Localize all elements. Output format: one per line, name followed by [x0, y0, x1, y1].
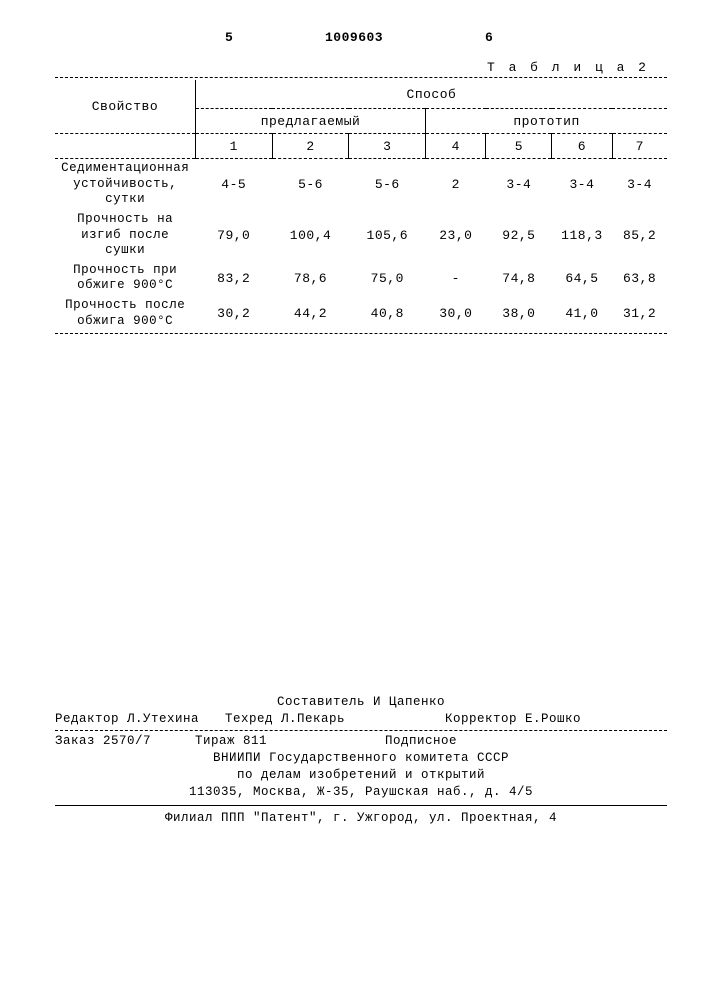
order-no: Заказ 2570/7 [55, 733, 195, 750]
editor: Редактор Л.Утехина [55, 711, 225, 728]
cell: 5-6 [349, 159, 426, 210]
row-label: Прочность на изгиб после сушки [55, 210, 195, 261]
colnum: 2 [272, 134, 349, 159]
table-row: Прочность после обжига 900°С 30,2 44,2 4… [55, 296, 667, 331]
cell: 41,0 [552, 296, 612, 331]
colnum: 7 [612, 134, 667, 159]
table-row: Прочность на изгиб после сушки 79,0 100,… [55, 210, 667, 261]
colnum: 1 [195, 134, 272, 159]
data-table: Свойство Способ предлагаемый прототип 1 … [55, 80, 667, 331]
colnum: 4 [426, 134, 486, 159]
cell: 2 [426, 159, 486, 210]
hr-dash [55, 333, 667, 334]
hr-dash [55, 730, 667, 731]
table-row: Прочность при обжиге 900°С 83,2 78,6 75,… [55, 261, 667, 296]
cell: 3-4 [486, 159, 552, 210]
cell: 75,0 [349, 261, 426, 296]
techred: Техред Л.Пекарь [225, 711, 445, 728]
colnum: 5 [486, 134, 552, 159]
page: 5 1009603 6 Т а б л и ц а 2 Свойство Спо… [0, 0, 707, 846]
print-info-row: Заказ 2570/7 Тираж 811 Подписное [55, 733, 667, 750]
org-line1: ВНИИПИ Государственного комитета СССР [55, 750, 667, 767]
cell: 83,2 [195, 261, 272, 296]
row-label: Прочность при обжиге 900°С [55, 261, 195, 296]
hr-dash [55, 77, 667, 78]
cell: 30,0 [426, 296, 486, 331]
cell: 85,2 [612, 210, 667, 261]
group-b: прототип [426, 109, 667, 134]
cell: 63,8 [612, 261, 667, 296]
cell: 23,0 [426, 210, 486, 261]
cell: 30,2 [195, 296, 272, 331]
cell: 100,4 [272, 210, 349, 261]
colnum: 6 [552, 134, 612, 159]
group-a: предлагаемый [195, 109, 425, 134]
cell: 31,2 [612, 296, 667, 331]
org-line2: по делам изобретений и открытий [55, 767, 667, 784]
corrector: Корректор Е.Рошко [445, 711, 667, 728]
page-num-right: 6 [485, 30, 493, 45]
address: 113035, Москва, Ж-35, Раушская наб., д. … [55, 784, 667, 801]
page-num-left: 5 [225, 30, 233, 45]
header-pages: 5 1009603 6 [55, 30, 667, 54]
row-label: Прочность после обжига 900°С [55, 296, 195, 331]
cell: 3-4 [612, 159, 667, 210]
cell: 79,0 [195, 210, 272, 261]
branch: Филиал ППП "Патент", г. Ужгород, ул. Про… [55, 810, 667, 827]
subscription: Подписное [385, 733, 667, 750]
credits-row: Редактор Л.Утехина Техред Л.Пекарь Корре… [55, 711, 667, 728]
compiler: Составитель И Цапенко [55, 694, 667, 711]
cell: 118,3 [552, 210, 612, 261]
empty-cell [55, 134, 195, 159]
cell: 64,5 [552, 261, 612, 296]
cell: 92,5 [486, 210, 552, 261]
cell: 38,0 [486, 296, 552, 331]
cell: 78,6 [272, 261, 349, 296]
cell: 4-5 [195, 159, 272, 210]
table-caption: Т а б л и ц а 2 [55, 60, 649, 75]
cell: 105,6 [349, 210, 426, 261]
colophon: Составитель И Цапенко Редактор Л.Утехина… [55, 694, 667, 826]
document-number: 1009603 [325, 30, 383, 45]
table-row: Седиментационная устойчивость, сутки 4-5… [55, 159, 667, 210]
cell: - [426, 261, 486, 296]
cell: 40,8 [349, 296, 426, 331]
col-header-method: Способ [195, 80, 667, 109]
cell: 74,8 [486, 261, 552, 296]
col-header-property: Свойство [55, 80, 195, 134]
cell: 3-4 [552, 159, 612, 210]
row-label: Седиментационная устойчивость, сутки [55, 159, 195, 210]
hr-solid [55, 805, 667, 806]
colnum: 3 [349, 134, 426, 159]
tirazh: Тираж 811 [195, 733, 385, 750]
cell: 5-6 [272, 159, 349, 210]
cell: 44,2 [272, 296, 349, 331]
